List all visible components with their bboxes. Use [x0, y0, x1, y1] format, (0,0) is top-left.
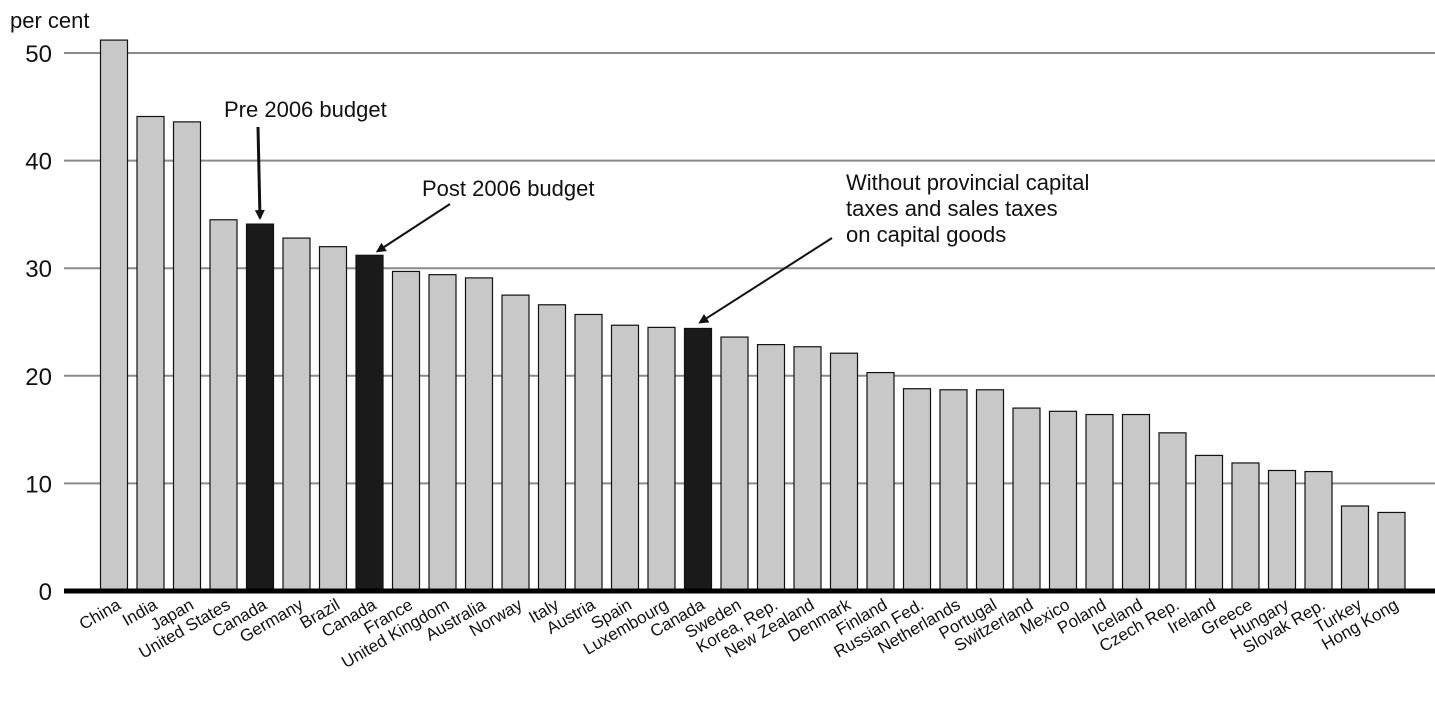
- annotation-line: Post 2006 budget: [422, 176, 594, 201]
- y-tick-label: 10: [25, 471, 52, 498]
- bar: [793, 346, 822, 592]
- bar: [501, 294, 530, 592]
- y-axis-ticks: 0 10 20 30 40 50: [25, 41, 52, 606]
- annotation-arrow: [698, 237, 833, 324]
- bar: [1340, 505, 1370, 592]
- bar: [720, 336, 749, 592]
- annotations: Pre 2006 budget Post 2006 budget Without p…: [224, 97, 1089, 324]
- bar: [1267, 469, 1297, 592]
- annotation-text: Pre 2006 budget: [224, 97, 387, 122]
- annotation-line: taxes and sales taxes: [846, 196, 1058, 221]
- bar: [1085, 413, 1114, 592]
- bar: [1048, 410, 1078, 592]
- bar: [464, 277, 494, 592]
- bar: [428, 274, 457, 592]
- bar: [318, 246, 348, 592]
- bar: [1377, 511, 1406, 592]
- bar: [1158, 432, 1187, 592]
- bar: [866, 371, 895, 592]
- bars: [64, 39, 1435, 594]
- annotation-text: Without provincial capital taxes and sale…: [846, 170, 1089, 247]
- y-tick-label: 50: [25, 41, 52, 68]
- bar: [1304, 470, 1333, 592]
- bar: [647, 326, 676, 592]
- x-tick-label: China: [76, 595, 124, 634]
- annotation-line: Without provincial capital: [846, 170, 1089, 195]
- annotation-arrow: [254, 126, 265, 221]
- bar: [939, 389, 968, 592]
- bar: [1194, 454, 1224, 592]
- bar-highlighted: [683, 327, 713, 592]
- annotation: Pre 2006 budget: [224, 97, 387, 221]
- bar: [1231, 462, 1260, 592]
- bar: [902, 388, 932, 592]
- bar: [391, 270, 421, 592]
- annotation: Post 2006 budget: [375, 176, 594, 253]
- annotation-arrow: [375, 203, 451, 253]
- annotation: Without provincial capital taxes and sale…: [698, 170, 1089, 324]
- bar: [1012, 407, 1041, 592]
- bar: [610, 324, 640, 592]
- bar: [829, 352, 859, 592]
- y-tick-label: 40: [25, 149, 52, 176]
- annotation-line: Pre 2006 budget: [224, 97, 387, 122]
- bar-highlighted: [355, 254, 384, 592]
- y-tick-label: 30: [25, 256, 52, 283]
- bar: [99, 39, 129, 592]
- bar: [1121, 413, 1151, 592]
- bar: [172, 121, 202, 592]
- bar: [975, 389, 1005, 592]
- y-tick-label: 20: [25, 364, 52, 391]
- bar: [136, 115, 165, 592]
- bar: [209, 219, 238, 592]
- bar-highlighted: [245, 223, 275, 592]
- annotation-text: Post 2006 budget: [422, 176, 594, 201]
- bar: [574, 313, 603, 592]
- bar: [537, 304, 567, 592]
- y-unit-label: per cent: [10, 8, 90, 33]
- bar: [282, 237, 311, 592]
- annotation-line: on capital goods: [846, 222, 1006, 247]
- y-tick-label: 0: [39, 579, 52, 606]
- bar: [756, 343, 786, 592]
